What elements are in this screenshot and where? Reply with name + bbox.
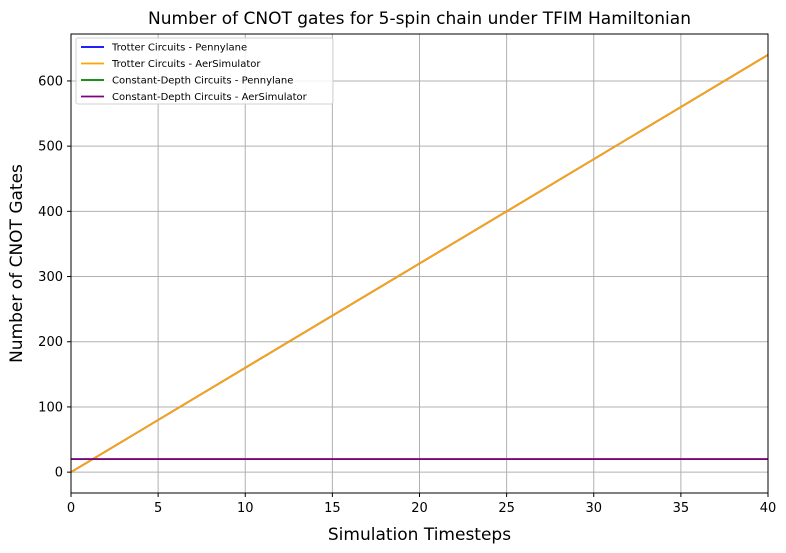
chart-title: Number of CNOT gates for 5-spin chain un… <box>148 9 691 29</box>
legend-label: Trotter Circuits - Pennylane <box>111 43 247 54</box>
x-tick-label: 25 <box>498 501 515 516</box>
y-tick-label: 500 <box>38 140 63 155</box>
legend-box <box>75 37 334 105</box>
x-tick-label: 30 <box>585 501 602 516</box>
x-tick-label: 0 <box>67 501 75 516</box>
y-tick-label: 600 <box>38 74 63 89</box>
x-tick-label: 35 <box>673 501 690 516</box>
x-tick-label: 5 <box>154 501 162 516</box>
x-tick-label: 10 <box>237 501 254 516</box>
y-tick-label: 0 <box>55 466 63 481</box>
x-axis-title: Simulation Timesteps <box>328 525 511 545</box>
legend: Trotter Circuits - Pennylane Trotter Circ… <box>75 37 334 105</box>
series-lines <box>70 54 769 473</box>
legend-label: Constant-Depth Circuits - AerSimulator <box>112 92 308 103</box>
x-tick-label: 20 <box>411 501 428 516</box>
series-line-trotter-circuits-aersimulator <box>70 54 769 473</box>
legend-label: Constant-Depth Circuits - Pennylane <box>112 76 293 87</box>
y-tick-label: 300 <box>38 270 63 285</box>
x-tick-label: 15 <box>324 501 341 516</box>
y-tick-label: 200 <box>38 335 63 350</box>
y-axis-title: Number of CNOT Gates <box>7 164 27 363</box>
x-tick-label: 40 <box>760 501 777 516</box>
y-tick-label: 100 <box>38 400 63 415</box>
y-tick-label: 400 <box>38 205 63 220</box>
legend-label: Trotter Circuits - AerSimulator <box>111 59 261 70</box>
